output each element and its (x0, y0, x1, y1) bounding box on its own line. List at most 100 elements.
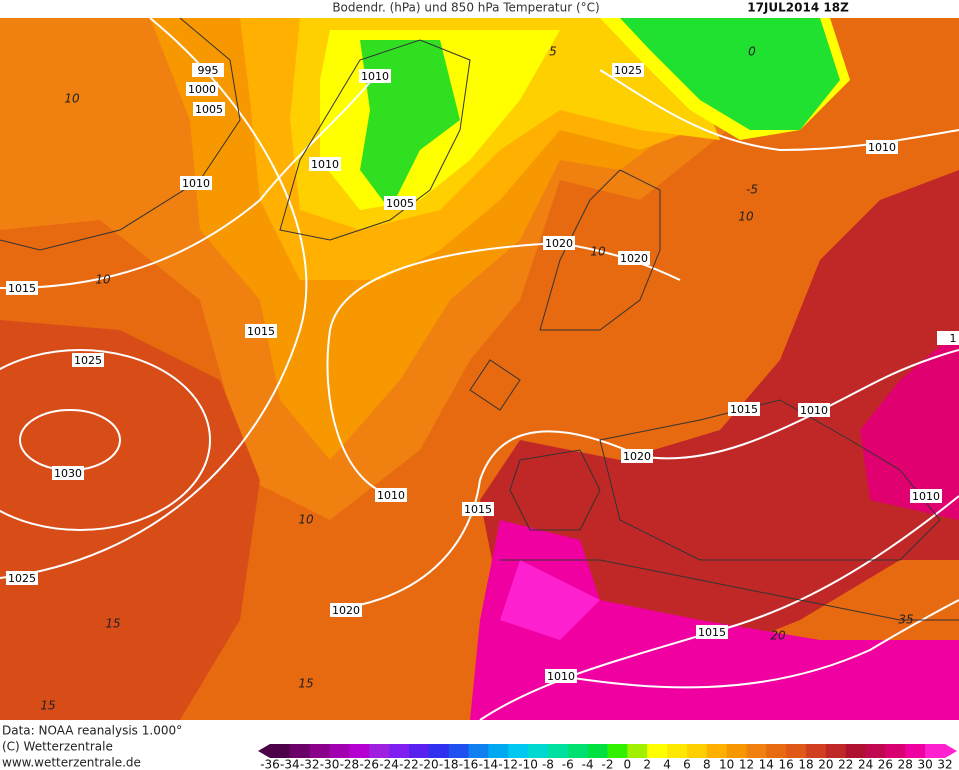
colorbar-swatch (726, 744, 747, 758)
isobar-label-box (696, 625, 728, 639)
colorbar-swatch (448, 744, 470, 758)
colorbar-tick-label: 8 (703, 758, 711, 770)
isobar-label-box (309, 157, 341, 171)
colorbar-tick-label: -28 (340, 758, 360, 770)
title-bg (0, 0, 959, 18)
colorbar-swatch (845, 744, 867, 758)
colorbar-tick-label: 2 (643, 758, 651, 770)
colorbar-tick-label: 32 (937, 758, 952, 770)
colorbar-swatch (369, 744, 390, 758)
temp-zone-iberia-hot (500, 560, 600, 640)
colorbar-swatch (667, 744, 688, 758)
isotherm-label: 35 (898, 613, 913, 627)
colorbar-swatch (627, 744, 648, 758)
isobar-label: 1015 (464, 503, 492, 516)
isobar-label-box (728, 402, 760, 416)
colorbar-swatch (587, 744, 608, 758)
colorbar-tick-label: 4 (663, 758, 671, 770)
colorbar-tick-label: 30 (918, 758, 933, 770)
isobar-label-box (186, 82, 218, 96)
isobar-label: 1015 (698, 626, 726, 639)
isobar-label: 1010 (361, 70, 389, 83)
colorbar-tick-label: -8 (542, 758, 554, 770)
colorbar-tick-label: 24 (858, 758, 873, 770)
isotherm-label: 15 (40, 699, 55, 713)
isobar-label-box (375, 488, 407, 502)
colorbar-swatch (865, 744, 886, 758)
colorbar-swatch (528, 744, 549, 758)
map-title: Bodendr. (hPa) und 850 hPa Temperatur (°… (332, 1, 599, 15)
colorbar-max-arrow (945, 744, 957, 758)
isobar-label-box (72, 353, 104, 367)
colorbar-tick-label: -4 (582, 758, 594, 770)
colorbar-tick-label: 26 (878, 758, 893, 770)
colorbar-swatch (786, 744, 807, 758)
isotherm-label: 10 (738, 210, 754, 224)
footer-line: www.wetterzentrale.de (2, 756, 141, 770)
colorbar-tick-label: 6 (683, 758, 691, 770)
colorbar-tick-label: -26 (359, 758, 379, 770)
isotherm-label: 15 (105, 617, 120, 631)
map-date: 17JUL2014 18Z (747, 1, 849, 15)
isobar-label: 1010 (547, 670, 575, 683)
colorbar-tick-label: -30 (320, 758, 340, 770)
isobar-label: 1005 (386, 197, 414, 210)
colorbar-swatch (647, 744, 668, 758)
temp-zone-arctic-green (620, 18, 840, 130)
colorbar-tick-label: -22 (399, 758, 419, 770)
isobar-label: 1020 (623, 450, 651, 463)
colorbar-swatch (428, 744, 450, 758)
colorbar-swatch (508, 744, 529, 758)
colorbar-tick-label: 10 (719, 758, 734, 770)
colorbar-swatch (706, 744, 728, 758)
isobar-label: 1020 (620, 252, 648, 265)
isobar-label: 1000 (188, 83, 216, 96)
colorbar-min-arrow (258, 744, 270, 758)
map (0, 17, 959, 721)
isobar-label: 1010 (868, 141, 896, 154)
temp-zone-east-hot (860, 330, 959, 520)
footer-line: (C) Wetterzentrale (2, 740, 113, 754)
colorbar-swatch (825, 744, 847, 758)
colorbar-swatch (349, 744, 370, 758)
isobar-label: 1030 (54, 467, 82, 480)
isobar-label: 1025 (614, 64, 642, 77)
temp-zone-africa (470, 520, 959, 720)
isobar-label: 1010 (311, 158, 339, 171)
temp-zone-20 (480, 170, 959, 660)
colorbar-tick-label: -16 (459, 758, 479, 770)
colorbar-swatch (567, 744, 589, 758)
isobar-label: 995 (198, 64, 219, 77)
colorbar-tick-label: 16 (779, 758, 794, 770)
footer-line: Data: NOAA reanalysis 1.000° (2, 724, 182, 738)
isobar-label-box (384, 196, 416, 210)
isobar-label-box (798, 403, 830, 417)
isobar-label-box (330, 603, 362, 617)
colorbar-swatch (925, 744, 946, 758)
colorbar-swatch (468, 744, 489, 758)
isobar-label-box (359, 69, 391, 83)
isobar-label-box (910, 489, 942, 503)
colorbar-swatch (309, 744, 331, 758)
isobar-label: 1010 (800, 404, 828, 417)
isobar-label: 1015 (730, 403, 758, 416)
isobar-label-box (245, 324, 277, 338)
colorbar-tick-label: -12 (498, 758, 518, 770)
isotherm-label: 10 (298, 513, 314, 527)
isobar-label-box (545, 669, 577, 683)
isobar-label: 1010 (182, 177, 210, 190)
colorbar-tick-label: 0 (624, 758, 632, 770)
colorbar-swatch (686, 744, 708, 758)
isobar-label: 1010 (912, 490, 940, 503)
colorbar-swatch (329, 744, 350, 758)
isotherm-label: -5 (746, 183, 758, 197)
colorbar-swatch (389, 744, 410, 758)
colorbar-swatch (547, 744, 569, 758)
colorbar-tick-label: 28 (898, 758, 913, 770)
isotherm-label: 0 (748, 45, 756, 59)
colorbar-swatch (607, 744, 628, 758)
colorbar-swatch (289, 744, 311, 758)
colorbar-tick-label: -24 (379, 758, 399, 770)
isobar-label: 1015 (8, 282, 36, 295)
